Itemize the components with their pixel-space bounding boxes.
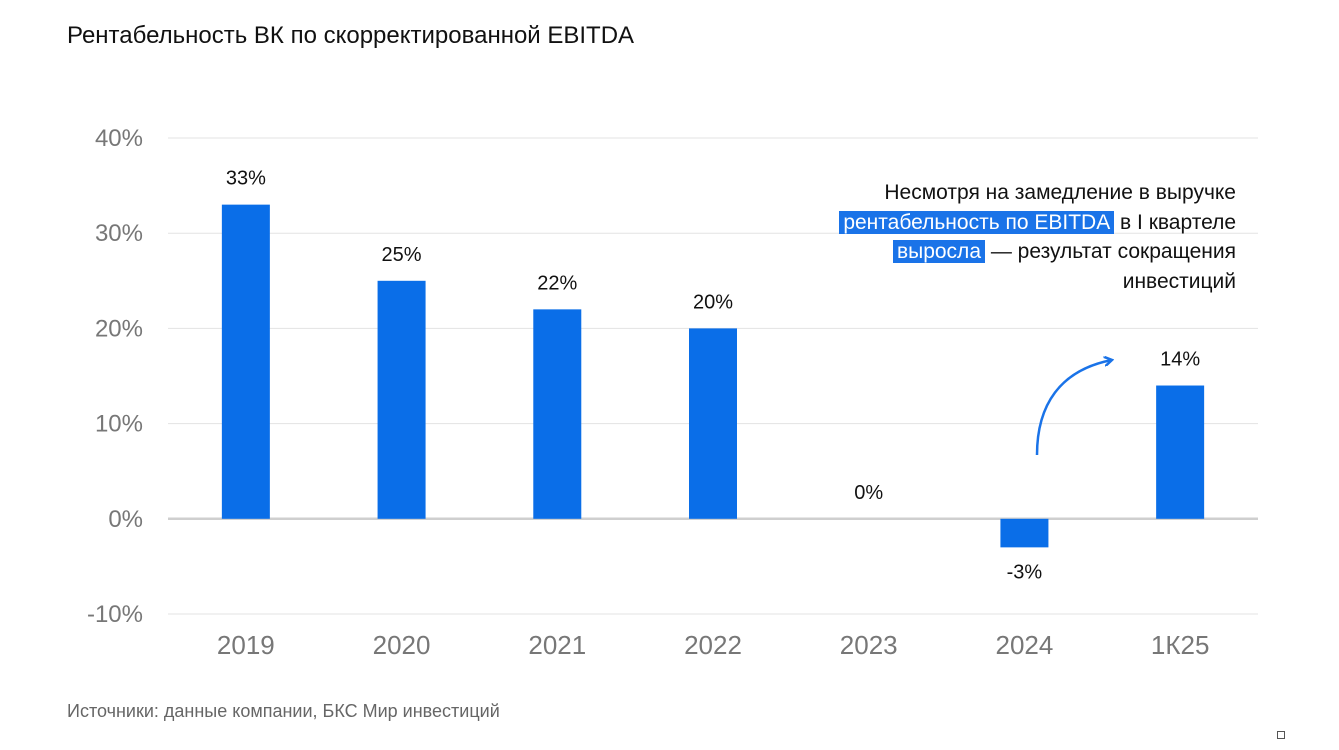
bar [1000, 518, 1049, 548]
annotation-part-2: в I квартеле [1114, 210, 1236, 234]
bar [689, 328, 737, 519]
chart-title: Рентабельность ВК по скорректированной E… [67, 22, 635, 49]
data-label: 25% [382, 244, 422, 266]
x-tick-label: 2019 [217, 630, 275, 660]
data-label: 22% [537, 272, 577, 294]
x-tick-label: 2023 [840, 630, 898, 660]
data-label: 14% [1160, 349, 1200, 371]
x-tick-label: 2021 [528, 630, 586, 660]
annotation-highlight-2: выросла [892, 240, 985, 263]
data-label: 33% [226, 168, 266, 190]
data-label: 20% [693, 291, 733, 313]
annotation-part-3: — результат сокращения инвестиций [985, 240, 1236, 293]
y-tick-label: 10% [95, 411, 143, 438]
growth-arrow-icon [1035, 360, 1112, 456]
y-tick-label: 40% [95, 125, 143, 152]
x-tick-label: 1К25 [1151, 630, 1210, 660]
bar [1156, 385, 1205, 519]
y-tick-label: 20% [95, 315, 143, 342]
annotation-part-1: Несмотря на замедление в выручке [884, 181, 1236, 204]
bar [377, 280, 426, 519]
data-label: -3% [1007, 561, 1043, 583]
bar [533, 309, 582, 519]
source-note: Источники: данные компании, БКС Мир инве… [67, 701, 500, 721]
annotation-text: Несмотря на замедление в выручке рентабе… [820, 178, 1236, 296]
data-label: 0% [854, 482, 883, 504]
x-tick-label: 2022 [684, 630, 742, 660]
slide-marker-icon [1277, 731, 1285, 739]
bar [221, 204, 270, 519]
x-tick-label: 2020 [373, 630, 431, 660]
y-tick-label: -10% [87, 601, 143, 628]
y-tick-label: 30% [95, 220, 143, 247]
x-tick-label: 2024 [996, 630, 1054, 660]
annotation-highlight-1: рентабельность по EBITDA [839, 210, 1115, 234]
y-tick-label: 0% [108, 506, 143, 533]
